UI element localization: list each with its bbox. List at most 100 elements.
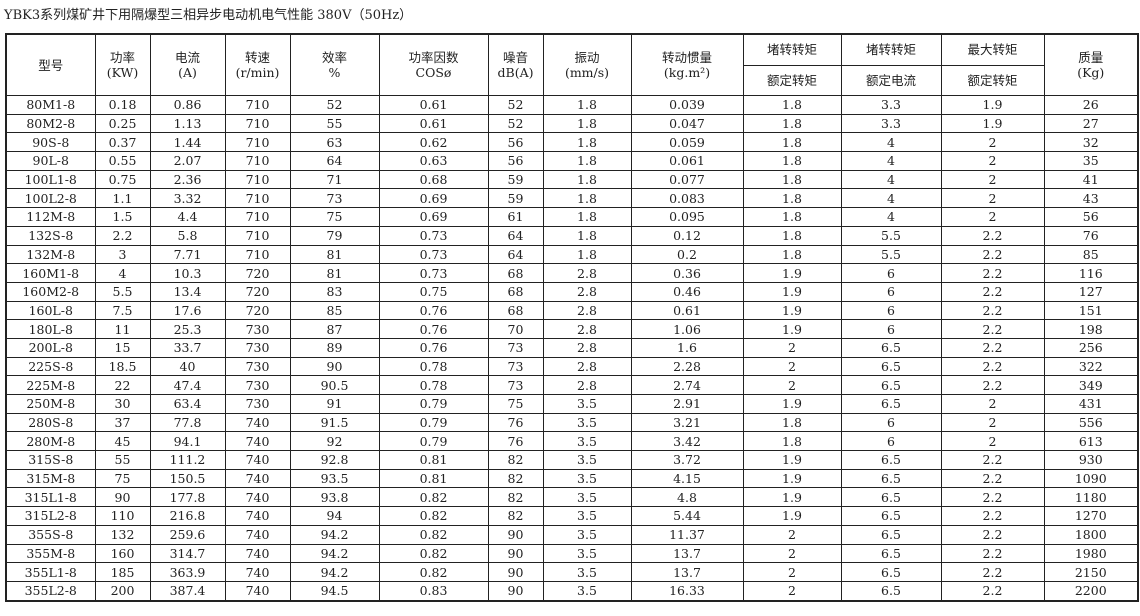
table-cell: 61 [487, 207, 544, 227]
table-cell: 2.2 [940, 375, 1045, 395]
table-cell: 0.61 [378, 95, 489, 115]
header-locked-current-top: 堵转转矩 [840, 33, 942, 66]
table-cell: 1.13 [149, 113, 226, 134]
header-unit: (Kg) [1077, 65, 1105, 80]
header-label: 电流 [174, 50, 200, 65]
table-row: 355L2-8 200 387.4 740 94.5 0.83 90 3.5 16.33 2 6.5… [5, 580, 1139, 602]
table-cell: 52 [289, 95, 380, 115]
table-cell: 59 [487, 169, 544, 190]
table-cell: 2 [940, 394, 1045, 414]
table-cell: 740 [224, 562, 291, 582]
table-cell: 83 [289, 281, 380, 302]
table-cell: 64 [487, 225, 544, 246]
table-cell: 4 [840, 151, 942, 171]
table-cell: 0.79 [378, 394, 489, 414]
table-cell: 33.7 [149, 337, 226, 358]
model-cell: 315S-8 [5, 450, 96, 470]
table-cell: 740 [224, 487, 291, 508]
table-cell: 11.37 [630, 524, 744, 545]
table-cell: 1.8 [542, 188, 632, 209]
table-cell: 740 [224, 543, 291, 564]
table-cell: 1.1 [94, 188, 151, 209]
table-cell: 25.3 [149, 319, 226, 339]
table-cell: 63.4 [149, 394, 226, 414]
table-cell: 0.79 [378, 412, 489, 433]
table-cell: 4 [94, 263, 151, 283]
table-cell: 41 [1043, 169, 1139, 190]
table-cell: 2.2 [940, 244, 1045, 265]
table-cell: 2.8 [542, 300, 632, 321]
table-cell: 0.61 [378, 113, 489, 134]
table-cell: 2.2 [940, 487, 1045, 508]
table-cell: 27 [1043, 113, 1139, 134]
table-cell: 52 [487, 95, 544, 115]
table-cell: 740 [224, 524, 291, 545]
table-cell: 710 [224, 225, 291, 246]
table-cell: 89 [289, 337, 380, 358]
table-cell: 710 [224, 244, 291, 265]
table-cell: 3.32 [149, 188, 226, 209]
table-cell: 3.5 [542, 543, 632, 564]
table-cell: 1.9 [742, 450, 842, 470]
table-cell: 185 [94, 562, 151, 582]
table-cell: 0.12 [630, 225, 744, 246]
table-cell: 2 [742, 580, 842, 602]
table-cell: 1980 [1043, 543, 1139, 564]
header-label: 振动 [574, 50, 600, 65]
table-row: 132S-8 2.2 5.8 710 79 0.73 64 1.8 0.12 1.8 5.5 2.2 7… [5, 225, 1139, 246]
table-cell: 2 [742, 356, 842, 377]
table-row: 250M-8 30 63.4 730 91 0.79 75 3.5 2.91 1.9 6.5 2 431 [5, 394, 1139, 414]
table-cell: 6.5 [840, 543, 942, 564]
table-cell: 2.2 [940, 543, 1045, 564]
table-cell: 22 [94, 375, 151, 395]
table-cell: 5.5 [94, 281, 151, 302]
model-cell: 90L-8 [5, 151, 96, 171]
table-cell: 1.8 [542, 207, 632, 227]
table-cell: 0.047 [630, 113, 744, 134]
table-cell: 1.6 [630, 337, 744, 358]
table-cell: 4 [840, 169, 942, 190]
table-cell: 2 [742, 337, 842, 358]
table-cell: 56 [487, 151, 544, 171]
table-cell: 1.44 [149, 132, 226, 153]
table-cell: 91.5 [289, 412, 380, 433]
model-cell: 315L2-8 [5, 506, 96, 526]
table-cell: 90 [487, 524, 544, 545]
table-cell: 4.4 [149, 207, 226, 227]
table-cell: 4 [840, 132, 942, 153]
header-unit: % [328, 65, 341, 80]
table-cell: 2 [742, 375, 842, 395]
table-cell: 3.21 [630, 412, 744, 433]
table-cell: 740 [224, 450, 291, 470]
table-cell: 6 [840, 412, 942, 433]
table-cell: 3.5 [542, 394, 632, 414]
table-cell: 6.5 [840, 394, 942, 414]
table-cell: 1.8 [542, 169, 632, 190]
model-cell: 160M1-8 [5, 263, 96, 283]
table-cell: 0.69 [378, 207, 489, 227]
table-cell: 73 [487, 337, 544, 358]
model-cell: 112M-8 [5, 207, 96, 227]
table-cell: 0.82 [378, 562, 489, 582]
table-cell: 3.5 [542, 431, 632, 452]
table-cell: 0.25 [94, 113, 151, 134]
table-cell: 1.9 [742, 394, 842, 414]
table-cell: 132 [94, 524, 151, 545]
table-cell: 3.72 [630, 450, 744, 470]
table-cell: 2.2 [940, 580, 1045, 602]
table-cell: 0.059 [630, 132, 744, 153]
table-cell: 15 [94, 337, 151, 358]
table-cell: 55 [289, 113, 380, 134]
table-cell: 68 [487, 300, 544, 321]
table-cell: 1.9 [742, 319, 842, 339]
table-cell: 43 [1043, 188, 1139, 209]
table-row: 280M-8 45 94.1 740 92 0.79 76 3.5 3.42 1.8 6 2 613 [5, 431, 1139, 452]
table-row: 90S-8 0.37 1.44 710 63 0.62 56 1.8 0.059 1.8 4 2 32 [5, 132, 1139, 153]
table-cell: 720 [224, 263, 291, 283]
table-cell: 0.18 [94, 95, 151, 115]
table-cell: 0.095 [630, 207, 744, 227]
header-label: 转速 [244, 50, 270, 65]
header-locked-torque-top: 堵转转矩 [742, 33, 842, 66]
table-cell: 52 [487, 113, 544, 134]
table-cell: 151 [1043, 300, 1139, 321]
